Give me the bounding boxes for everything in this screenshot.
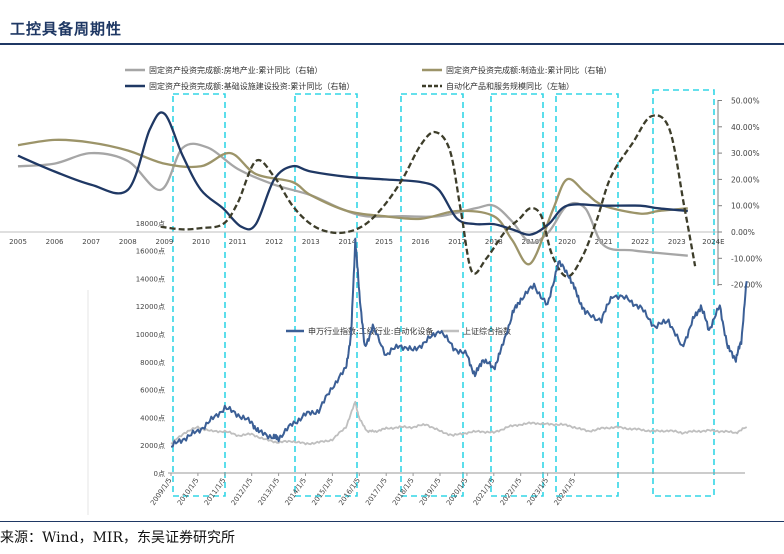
bottom-y-tick-label: 18000点 [136,220,165,228]
top-x-tick-label: 2010 [192,238,210,246]
bottom-y-tick-label: 8000点 [140,359,165,367]
top-x-tick-label: 2006 [46,238,64,246]
top-x-tick-label: 2018 [485,238,503,246]
bottom-legend: 申万行业指数:二级行业:自动化设备 上证综合指数 [286,326,511,336]
bottom-x-tick-label: 2021/1/5 [472,477,497,507]
right-tick-label: 20.00% [731,175,760,184]
right-tick-label: 50.00% [731,97,760,106]
bottom-y-tick-label: 14000点 [136,275,165,283]
top-x-tick-label: 2024E [702,238,724,246]
bottom-x-tick-label: 2018/1/5 [391,477,416,507]
bottom-y-tick-label: 6000点 [140,387,165,395]
bottom-y-tick-label: 4000点 [140,414,165,422]
source-note: 来源：Wind，MIR，东吴证券研究所 [0,530,236,546]
top-x-tick-label: 2011 [229,238,247,246]
bottom-x-tick-label: 2013/1/5 [257,477,282,507]
highlight-box [400,93,464,497]
title-divider [0,43,784,45]
legend-label-automation: 自动化产品和服务规模同比（左轴） [446,81,574,91]
bottom-y-tick-labels: 0点 2000点 4000点 6000点 8000点 10000点 12000点 14000点… [136,220,165,478]
highlight-box [555,93,619,497]
right-tick-label: 30.00% [731,149,760,158]
right-tick-label: -10.00% [731,254,762,263]
bottom-x-tick-label: 2023/1/5 [526,477,551,507]
bottom-x-tick-label: 2014/1/5 [284,477,309,507]
bottom-x-tick-label: 2022/1/5 [499,477,524,507]
legend-label-infrastructure: 固定资产投资完成额:基础设施建设投资:累计同比（右轴） [149,81,354,91]
bottom-x-tick-label: 2015/1/5 [310,477,335,507]
top-x-tick-label: 2009 [155,238,173,246]
bottom-x-tick-label: 2011/1/5 [203,477,228,507]
top-x-tick-label: 2017 [448,238,466,246]
top-series-line-1 [17,138,688,266]
bottom-series-line-0 [170,237,748,448]
highlight-box [172,93,226,497]
top-x-tick-label: 2007 [82,238,100,246]
legend-label-manufacturing: 固定资产投资完成额:制造业:累计同比（右轴） [446,65,611,75]
source-divider [0,521,784,522]
right-tick-label: 10.00% [731,202,760,211]
top-x-tick-label: 2008 [119,238,137,246]
bottom-x-tick-label: 2020/1/5 [445,477,470,507]
legend-label-realestate: 固定资产投资完成额:房地产业:累计同比（右轴） [149,65,322,75]
top-x-tick-label: 2016 [412,238,430,246]
top-x-tick-label: 2014 [338,238,356,246]
page-title: 工控具备周期性 [10,20,123,38]
bottom-series-line-1 [170,400,748,446]
top-x-tick-label: 2012 [265,238,283,246]
bottom-x-tick-label: 2016/1/5 [337,477,362,507]
top-right-tick-labels: 50.00% 40.00% 30.00% 20.00% 10.00% 0.00% -10.0… [718,97,762,290]
bottom-x-tick-labels: 2009/1/5 2010/1/5 2011/1/5 2012/1/5 2013/1/5… [149,473,577,507]
top-x-tick-label: 2022 [631,238,649,246]
bottom-x-tick-label: 2012/1/5 [230,477,255,507]
bottom-x-tick-label: 2017/1/5 [364,477,389,507]
bottom-y-tick-label: 16000点 [136,248,165,256]
bottom-y-tick-label: 0点 [154,470,165,478]
bottom-x-tick-label: 2019/1/5 [418,477,443,507]
bottom-y-tick-label: 10000点 [136,331,165,339]
highlight-box [490,93,544,497]
top-x-tick-label: 2023 [668,238,686,246]
top-x-tick-label: 2020 [558,238,576,246]
bottom-series-lines [170,237,748,448]
bottom-y-tick-label: 2000点 [140,442,165,450]
bottom-x-tick-label: 2009/1/5 [149,477,174,507]
cycle-highlight-boxes [172,89,715,497]
bottom-x-tick-label: 2010/1/5 [176,477,201,507]
top-series-line-2 [17,111,688,236]
top-x-tick-label: 2021 [595,238,613,246]
top-x-tick-label: 2015 [375,238,393,246]
legend-label-sse-composite: 上证综合指数 [463,326,511,336]
top-legend: 固定资产投资完成额:房地产业:累计同比（右轴） 固定资产投资完成额:制造业:累计… [125,65,611,91]
bottom-y-tick-label: 12000点 [136,303,165,311]
right-tick-label: 40.00% [731,123,760,132]
top-x-tick-labels: 2005 2006 2007 2008 2009 2010 2011 2012 2013 2014… [9,238,724,246]
top-x-tick-label: 2005 [9,238,27,246]
top-series-line-0 [17,142,688,257]
top-series-line-3 [160,114,697,278]
highlight-box [652,89,715,497]
top-series-lines [17,111,697,278]
top-x-tick-label: 2013 [302,238,320,246]
right-tick-label: 0.00% [731,228,755,237]
highlight-box [294,93,358,497]
